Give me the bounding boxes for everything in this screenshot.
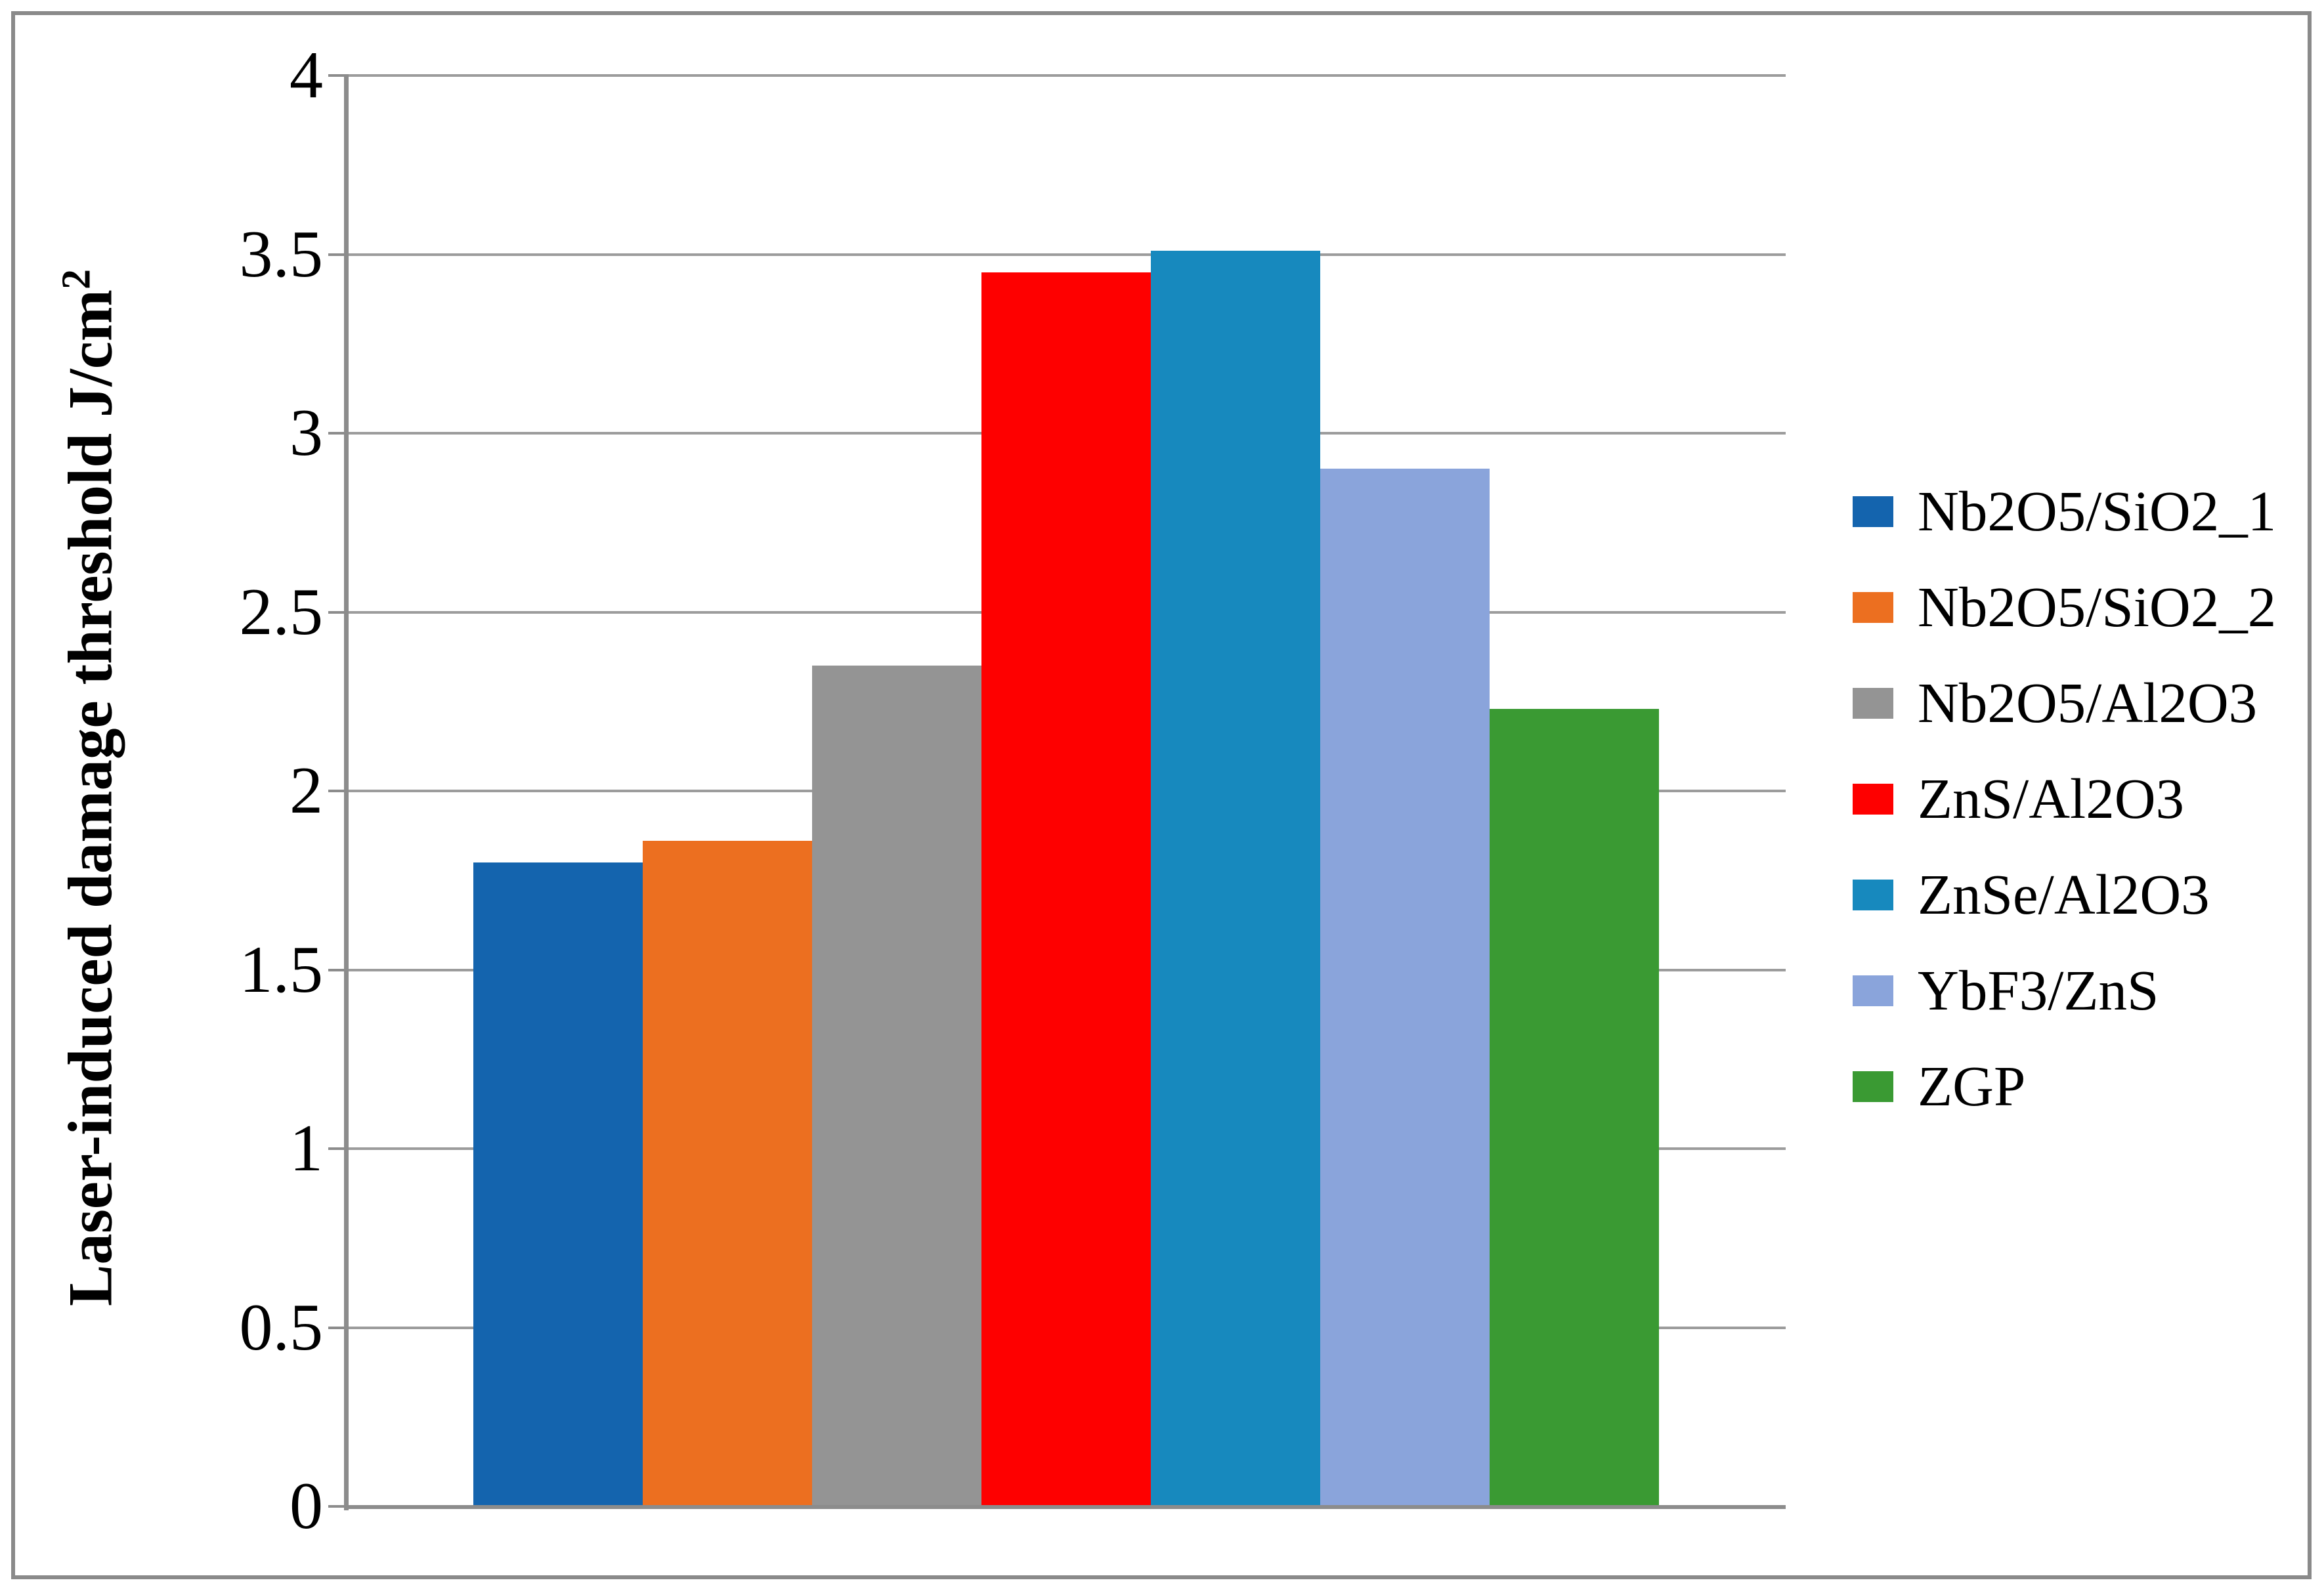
y-axis-title: Laser-induced damage threshold J/cm2 xyxy=(54,269,127,1306)
legend-item-ZnS/Al2O3: ZnS/Al2O3 xyxy=(1853,766,2184,832)
legend-item-Nb2O5/Al2O3: Nb2O5/Al2O3 xyxy=(1853,670,2257,736)
legend-item-ZnSe/Al2O3: ZnSe/Al2O3 xyxy=(1853,862,2210,927)
y-axis-tick-mark xyxy=(328,253,345,256)
bar-ZnSe/Al2O3 xyxy=(1151,251,1320,1506)
y-axis-tick-mark xyxy=(328,1326,345,1329)
legend-item-Nb2O5/SiO2_1: Nb2O5/SiO2_1 xyxy=(1853,478,2276,544)
y-axis-tick-mark xyxy=(328,74,345,77)
legend-swatch-icon xyxy=(1853,687,1893,719)
legend-label: Nb2O5/SiO2_2 xyxy=(1918,575,2277,639)
y-axis-tick-mark xyxy=(328,432,345,435)
y-tick-label: 2 xyxy=(290,754,323,828)
y-axis-tick-mark xyxy=(328,1505,345,1508)
bar-YbF3/ZnS xyxy=(1320,469,1490,1506)
legend-swatch-icon xyxy=(1853,591,1893,623)
y-tick-label: 3 xyxy=(290,396,323,470)
y-tick-label: 2.5 xyxy=(239,574,324,649)
bar-ZGP xyxy=(1490,709,1659,1506)
y-tick-label: 1.5 xyxy=(239,932,324,1007)
y-tick-label: 1 xyxy=(290,1111,323,1185)
y-axis-tick-mark xyxy=(328,968,345,971)
bar-Nb2O5/SiO2_1 xyxy=(473,862,643,1506)
legend-item-YbF3/ZnS: YbF3/ZnS xyxy=(1853,958,2159,1023)
bar-Nb2O5/Al2O3 xyxy=(812,666,981,1506)
legend-swatch-icon xyxy=(1853,496,1893,527)
legend-item-ZGP: ZGP xyxy=(1853,1053,2025,1119)
legend-swatch-icon xyxy=(1853,975,1893,1006)
legend-label: YbF3/ZnS xyxy=(1918,958,2159,1022)
y-axis-tick-mark xyxy=(328,790,345,792)
legend-label: ZGP xyxy=(1918,1054,2026,1118)
legend-label: Nb2O5/Al2O3 xyxy=(1918,671,2258,734)
gridline xyxy=(347,74,1786,77)
legend-swatch-icon xyxy=(1853,783,1893,815)
legend-item-Nb2O5/SiO2_2: Nb2O5/SiO2_2 xyxy=(1853,574,2276,640)
legend-label: ZnS/Al2O3 xyxy=(1918,767,2185,830)
y-tick-label: 3.5 xyxy=(239,217,324,291)
legend-swatch-icon xyxy=(1853,879,1893,910)
y-tick-label: 0.5 xyxy=(239,1290,324,1365)
bar-Nb2O5/SiO2_2 xyxy=(643,841,812,1506)
gridline xyxy=(347,253,1786,256)
y-axis-line xyxy=(344,74,349,1510)
y-tick-label: 4 xyxy=(290,38,323,112)
y-tick-label: 0 xyxy=(290,1469,323,1543)
y-axis-title-text: Laser-induced damage threshold J/cm xyxy=(55,289,125,1307)
plot-area xyxy=(347,74,1786,1506)
y-axis-title-superscript: 2 xyxy=(54,268,99,289)
legend-label: Nb2O5/SiO2_1 xyxy=(1918,479,2277,543)
bar-ZnS/Al2O3 xyxy=(981,272,1151,1506)
legend-label: ZnSe/Al2O3 xyxy=(1918,862,2210,926)
legend-swatch-icon xyxy=(1853,1071,1893,1102)
x-axis-line xyxy=(347,1505,1786,1509)
y-axis-tick-mark xyxy=(328,1147,345,1150)
y-axis-tick-mark xyxy=(328,610,345,614)
